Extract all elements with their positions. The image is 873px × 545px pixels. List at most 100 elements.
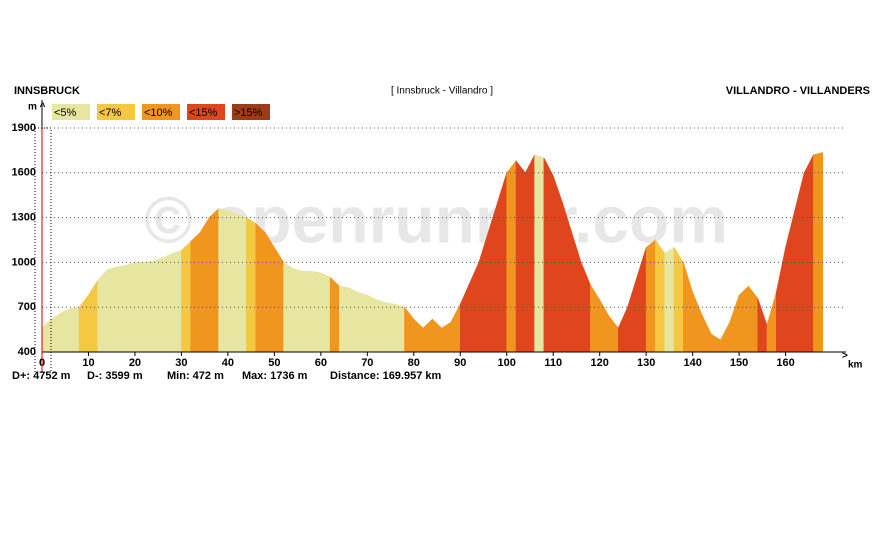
y-tick-label: 1900 xyxy=(12,122,36,134)
profile-segment xyxy=(608,315,619,353)
profile-segment xyxy=(339,285,350,353)
profile-segment xyxy=(441,321,452,353)
profile-segment xyxy=(664,246,675,353)
legend-swatch xyxy=(232,104,270,120)
profile-segment xyxy=(655,239,666,353)
title-right: VILLANDRO - VILLANDERS xyxy=(726,85,870,97)
profile-segment xyxy=(153,257,164,353)
profile-segment xyxy=(459,283,470,353)
profile-segment xyxy=(190,231,201,353)
profile-segment xyxy=(106,266,117,353)
profile-segment xyxy=(88,279,99,353)
profile-segment xyxy=(683,262,693,353)
cursor-box xyxy=(34,127,52,373)
profile-segment xyxy=(525,154,535,353)
stat: D+: 4752 m xyxy=(12,370,71,382)
profile-segment xyxy=(171,250,182,353)
profile-segment xyxy=(348,287,359,353)
profile-segment xyxy=(357,291,368,353)
legend-label: <5% xyxy=(54,107,77,119)
profile-segment xyxy=(218,208,229,353)
title-center: [ Innsbruck - Villandro ] xyxy=(391,86,493,97)
profile-segment xyxy=(432,318,442,353)
x-axis-label: km xyxy=(848,360,863,371)
x-tick-label: 130 xyxy=(637,357,655,369)
x-tick-label: 160 xyxy=(776,357,794,369)
x-tick-label: 100 xyxy=(498,357,516,369)
profile-segment xyxy=(301,271,312,353)
profile-segment xyxy=(264,231,275,353)
profile-segment xyxy=(311,271,322,353)
stat: Min: 472 m xyxy=(167,370,224,382)
profile-segment xyxy=(515,159,526,353)
x-tick-label: 50 xyxy=(268,357,280,369)
profile-segment xyxy=(69,306,80,353)
profile-segment xyxy=(803,154,814,353)
profile-segment xyxy=(50,312,61,353)
x-tick-label: 20 xyxy=(129,357,141,369)
profile-segment xyxy=(627,277,638,353)
profile-segment xyxy=(367,294,377,353)
profile-segment xyxy=(181,240,192,353)
x-tick-label: 70 xyxy=(361,357,373,369)
x-tick-label: 30 xyxy=(175,357,187,369)
profile-segment xyxy=(534,154,545,353)
profile-segment xyxy=(255,222,266,353)
profile-segment xyxy=(320,272,331,353)
profile-segment xyxy=(506,159,517,353)
y-tick-label: 400 xyxy=(18,346,36,358)
profile-segment xyxy=(236,214,247,353)
x-tick-label: 90 xyxy=(454,357,466,369)
y-tick-label: 1000 xyxy=(12,256,36,268)
profile-segment xyxy=(385,302,396,353)
legend-swatch xyxy=(97,104,135,120)
profile-segment xyxy=(162,252,173,353)
y-tick-label: 1300 xyxy=(12,212,36,224)
profile-segment xyxy=(329,276,340,353)
profile-segment xyxy=(209,207,219,353)
profile-segment xyxy=(757,298,768,353)
profile-segment xyxy=(97,269,108,353)
profile-segment xyxy=(673,246,684,353)
profile-segment xyxy=(394,303,405,353)
y-tick-label: 700 xyxy=(18,301,36,313)
profile-segment xyxy=(246,217,257,353)
x-axis-arrow: > xyxy=(842,351,848,362)
x-tick-label: 40 xyxy=(222,357,234,369)
profile-segment xyxy=(692,292,703,353)
profile-segment xyxy=(60,308,71,353)
profile-segment xyxy=(199,216,210,353)
profile-segment xyxy=(636,247,647,353)
stat: Distance: 169.957 km xyxy=(330,370,442,382)
profile-segment xyxy=(413,318,424,353)
x-tick-label: 140 xyxy=(683,357,701,369)
profile-segment xyxy=(543,157,554,353)
profile-segment xyxy=(552,175,563,353)
profile-segment xyxy=(590,283,600,353)
legend-label: >15% xyxy=(234,107,263,119)
profile-segment xyxy=(292,267,303,353)
profile-segment xyxy=(617,307,628,353)
profile-segment xyxy=(599,298,610,353)
profile-segment xyxy=(450,304,461,353)
stat: D-: 3599 m xyxy=(87,370,143,382)
x-tick-label: 150 xyxy=(730,357,748,369)
y-axis-label: m ^ xyxy=(28,102,46,113)
profile-segment xyxy=(283,261,294,353)
profile-segment xyxy=(813,152,824,353)
profile-segment xyxy=(143,260,154,353)
profile-segment xyxy=(766,292,777,353)
y-tick-label: 1600 xyxy=(12,167,36,179)
profile-segment xyxy=(720,321,731,353)
legend-label: <15% xyxy=(189,107,218,119)
profile-segment xyxy=(116,265,126,353)
x-tick-label: 10 xyxy=(82,357,94,369)
profile-segment xyxy=(729,295,740,353)
profile-segment xyxy=(404,306,415,353)
profile-segment xyxy=(645,239,656,353)
profile-segment xyxy=(274,246,284,353)
x-tick-label: 120 xyxy=(591,357,609,369)
x-tick-label: 60 xyxy=(315,357,327,369)
profile-segment xyxy=(775,247,786,353)
x-tick-label: 80 xyxy=(408,357,420,369)
